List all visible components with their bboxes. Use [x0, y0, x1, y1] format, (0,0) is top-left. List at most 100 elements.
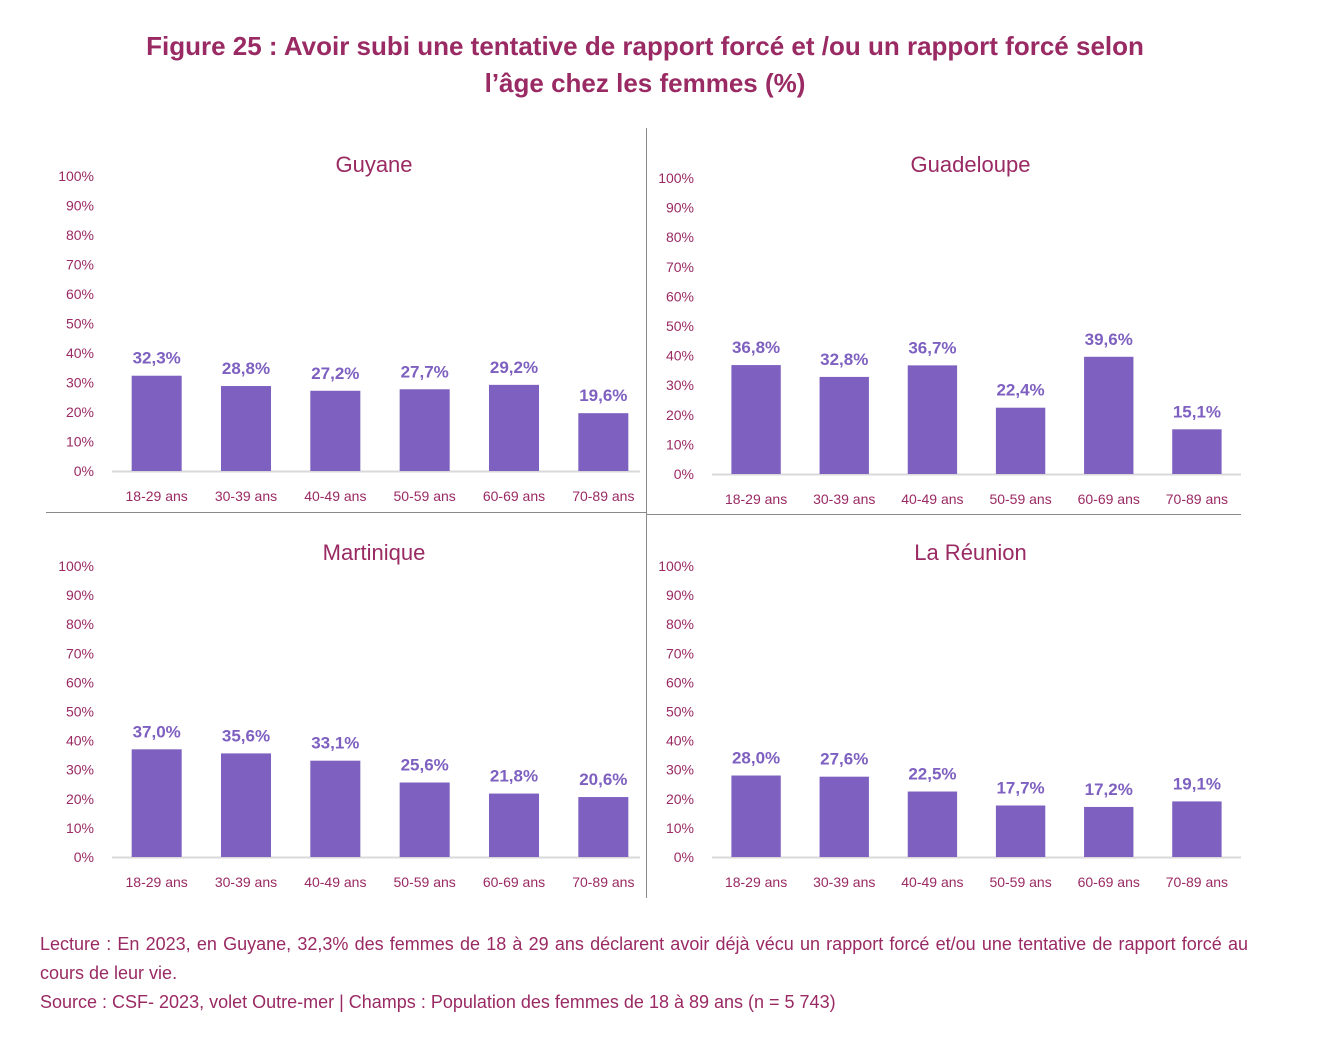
horizontal-divider-left — [46, 512, 646, 513]
bar — [220, 753, 272, 857]
bar — [907, 365, 958, 474]
bar — [220, 386, 272, 471]
bar — [995, 407, 1046, 474]
data-label: 19,6% — [579, 386, 627, 405]
bar — [1172, 801, 1222, 857]
x-tick-label: 70-89 ans — [572, 488, 634, 504]
x-tick-label: 30-39 ans — [813, 491, 875, 507]
x-tick-label: 40-49 ans — [901, 491, 963, 507]
horizontal-divider-right — [646, 514, 1241, 515]
data-label: 27,6% — [820, 750, 868, 769]
x-tick-label: 70-89 ans — [1166, 491, 1228, 507]
bar — [1172, 429, 1222, 474]
y-tick-label: 50% — [66, 316, 94, 332]
y-tick-label: 60% — [666, 674, 694, 690]
y-tick-label: 100% — [58, 168, 94, 184]
data-label: 20,6% — [579, 770, 627, 789]
y-tick-label: 0% — [674, 466, 694, 482]
figure-title-line-2: l’âge chez les femmes (%) — [484, 68, 806, 98]
x-tick-label: 30-39 ans — [215, 874, 277, 890]
x-tick-label: 70-89 ans — [1166, 874, 1228, 890]
y-tick-label: 40% — [66, 345, 94, 361]
x-tick-label: 18-29 ans — [725, 491, 787, 507]
y-tick-label: 20% — [666, 791, 694, 807]
data-label: 36,8% — [732, 338, 780, 357]
data-label: 17,7% — [996, 778, 1044, 797]
x-tick-label: 60-69 ans — [483, 874, 545, 890]
y-tick-label: 100% — [658, 170, 694, 186]
y-tick-label: 60% — [66, 674, 94, 690]
y-tick-label: 40% — [666, 733, 694, 749]
data-label: 35,6% — [222, 726, 270, 745]
y-tick-label: 100% — [658, 558, 694, 574]
x-tick-label: 30-39 ans — [215, 488, 277, 504]
data-label: 32,8% — [820, 350, 868, 369]
data-label: 15,1% — [1173, 402, 1221, 421]
bar-chart-guyane: Guyane 0% 10% 20% 30% 40% 50% 60% 70% 80% 90% 100% 3… — [58, 152, 640, 504]
y-tick-label: 90% — [66, 198, 94, 214]
y-tick-label: 70% — [66, 645, 94, 661]
y-tick-label: 10% — [666, 820, 694, 836]
y-tick-label: 30% — [666, 377, 694, 393]
data-label: 27,2% — [311, 364, 359, 383]
y-tick-label: 10% — [66, 820, 94, 836]
y-tick-label: 40% — [66, 733, 94, 749]
y-tick-label: 0% — [74, 463, 94, 479]
x-tick-label: 60-69 ans — [1078, 491, 1140, 507]
lecture-note: Lecture : En 2023, en Guyane, 32,3% des … — [40, 934, 1248, 983]
bar — [819, 776, 869, 857]
y-tick-label: 60% — [666, 288, 694, 304]
figure-notes: Lecture : En 2023, en Guyane, 32,3% des … — [40, 930, 1248, 1017]
y-tick-label: 50% — [666, 318, 694, 334]
data-label: 21,8% — [490, 767, 538, 786]
chart-panel-la-reunion: La Réunion 0% 10% 20% 30% 40% 50% 60% 70% 80% 90% 1… — [640, 530, 1250, 900]
data-label: 32,3% — [133, 349, 181, 368]
y-tick-label: 40% — [666, 348, 694, 364]
bar — [488, 793, 540, 857]
bar — [907, 791, 958, 857]
chart-title: Guyane — [335, 152, 412, 177]
y-tick-label: 90% — [666, 200, 694, 216]
y-tick-label: 60% — [66, 286, 94, 302]
figure-title-line-1: Figure 25 : Avoir subi une tentative de … — [146, 31, 1144, 61]
bar — [1084, 356, 1134, 474]
data-label: 36,7% — [908, 338, 956, 357]
y-tick-label: 0% — [74, 849, 94, 865]
data-label: 17,2% — [1085, 780, 1133, 799]
chart-title: Martinique — [323, 540, 426, 565]
y-tick-label: 100% — [58, 558, 94, 574]
y-tick-label: 30% — [66, 375, 94, 391]
y-tick-label: 90% — [666, 587, 694, 603]
data-label: 25,6% — [401, 756, 449, 775]
chart-panel-guadeloupe: Guadeloupe 0% 10% 20% 30% 40% 50% 60% 70% 80% 90% 1… — [640, 140, 1250, 512]
chart-panel-guyane: Guyane 0% 10% 20% 30% 40% 50% 60% 70% 80% 90% 100% 3… — [40, 140, 640, 510]
bar-chart-la-reunion: La Réunion 0% 10% 20% 30% 40% 50% 60% 70% 80% 90% 1… — [658, 540, 1241, 890]
bar — [1084, 806, 1134, 857]
y-tick-label: 70% — [666, 645, 694, 661]
y-tick-label: 0% — [674, 849, 694, 865]
source-note: Source : CSF- 2023, volet Outre-mer | Ch… — [40, 992, 836, 1012]
y-tick-label: 20% — [666, 407, 694, 423]
data-label: 39,6% — [1085, 330, 1133, 349]
data-label: 22,4% — [996, 381, 1044, 400]
x-tick-label: 50-59 ans — [394, 488, 456, 504]
bar — [399, 389, 450, 471]
figure-title: Figure 25 : Avoir subi une tentative de … — [0, 28, 1290, 102]
y-tick-label: 80% — [666, 616, 694, 632]
data-label: 28,0% — [732, 749, 780, 768]
y-tick-label: 10% — [666, 436, 694, 452]
bar — [131, 749, 182, 857]
x-tick-label: 40-49 ans — [304, 488, 366, 504]
data-label: 19,1% — [1173, 774, 1221, 793]
bar — [310, 760, 361, 857]
y-tick-label: 20% — [66, 404, 94, 420]
x-tick-label: 18-29 ans — [126, 874, 188, 890]
data-label: 29,2% — [490, 358, 538, 377]
x-tick-label: 50-59 ans — [989, 874, 1051, 890]
x-tick-label: 18-29 ans — [126, 488, 188, 504]
y-tick-label: 70% — [66, 257, 94, 273]
bar — [578, 797, 629, 857]
y-tick-label: 30% — [66, 762, 94, 778]
y-tick-label: 50% — [66, 704, 94, 720]
bar — [488, 384, 540, 471]
